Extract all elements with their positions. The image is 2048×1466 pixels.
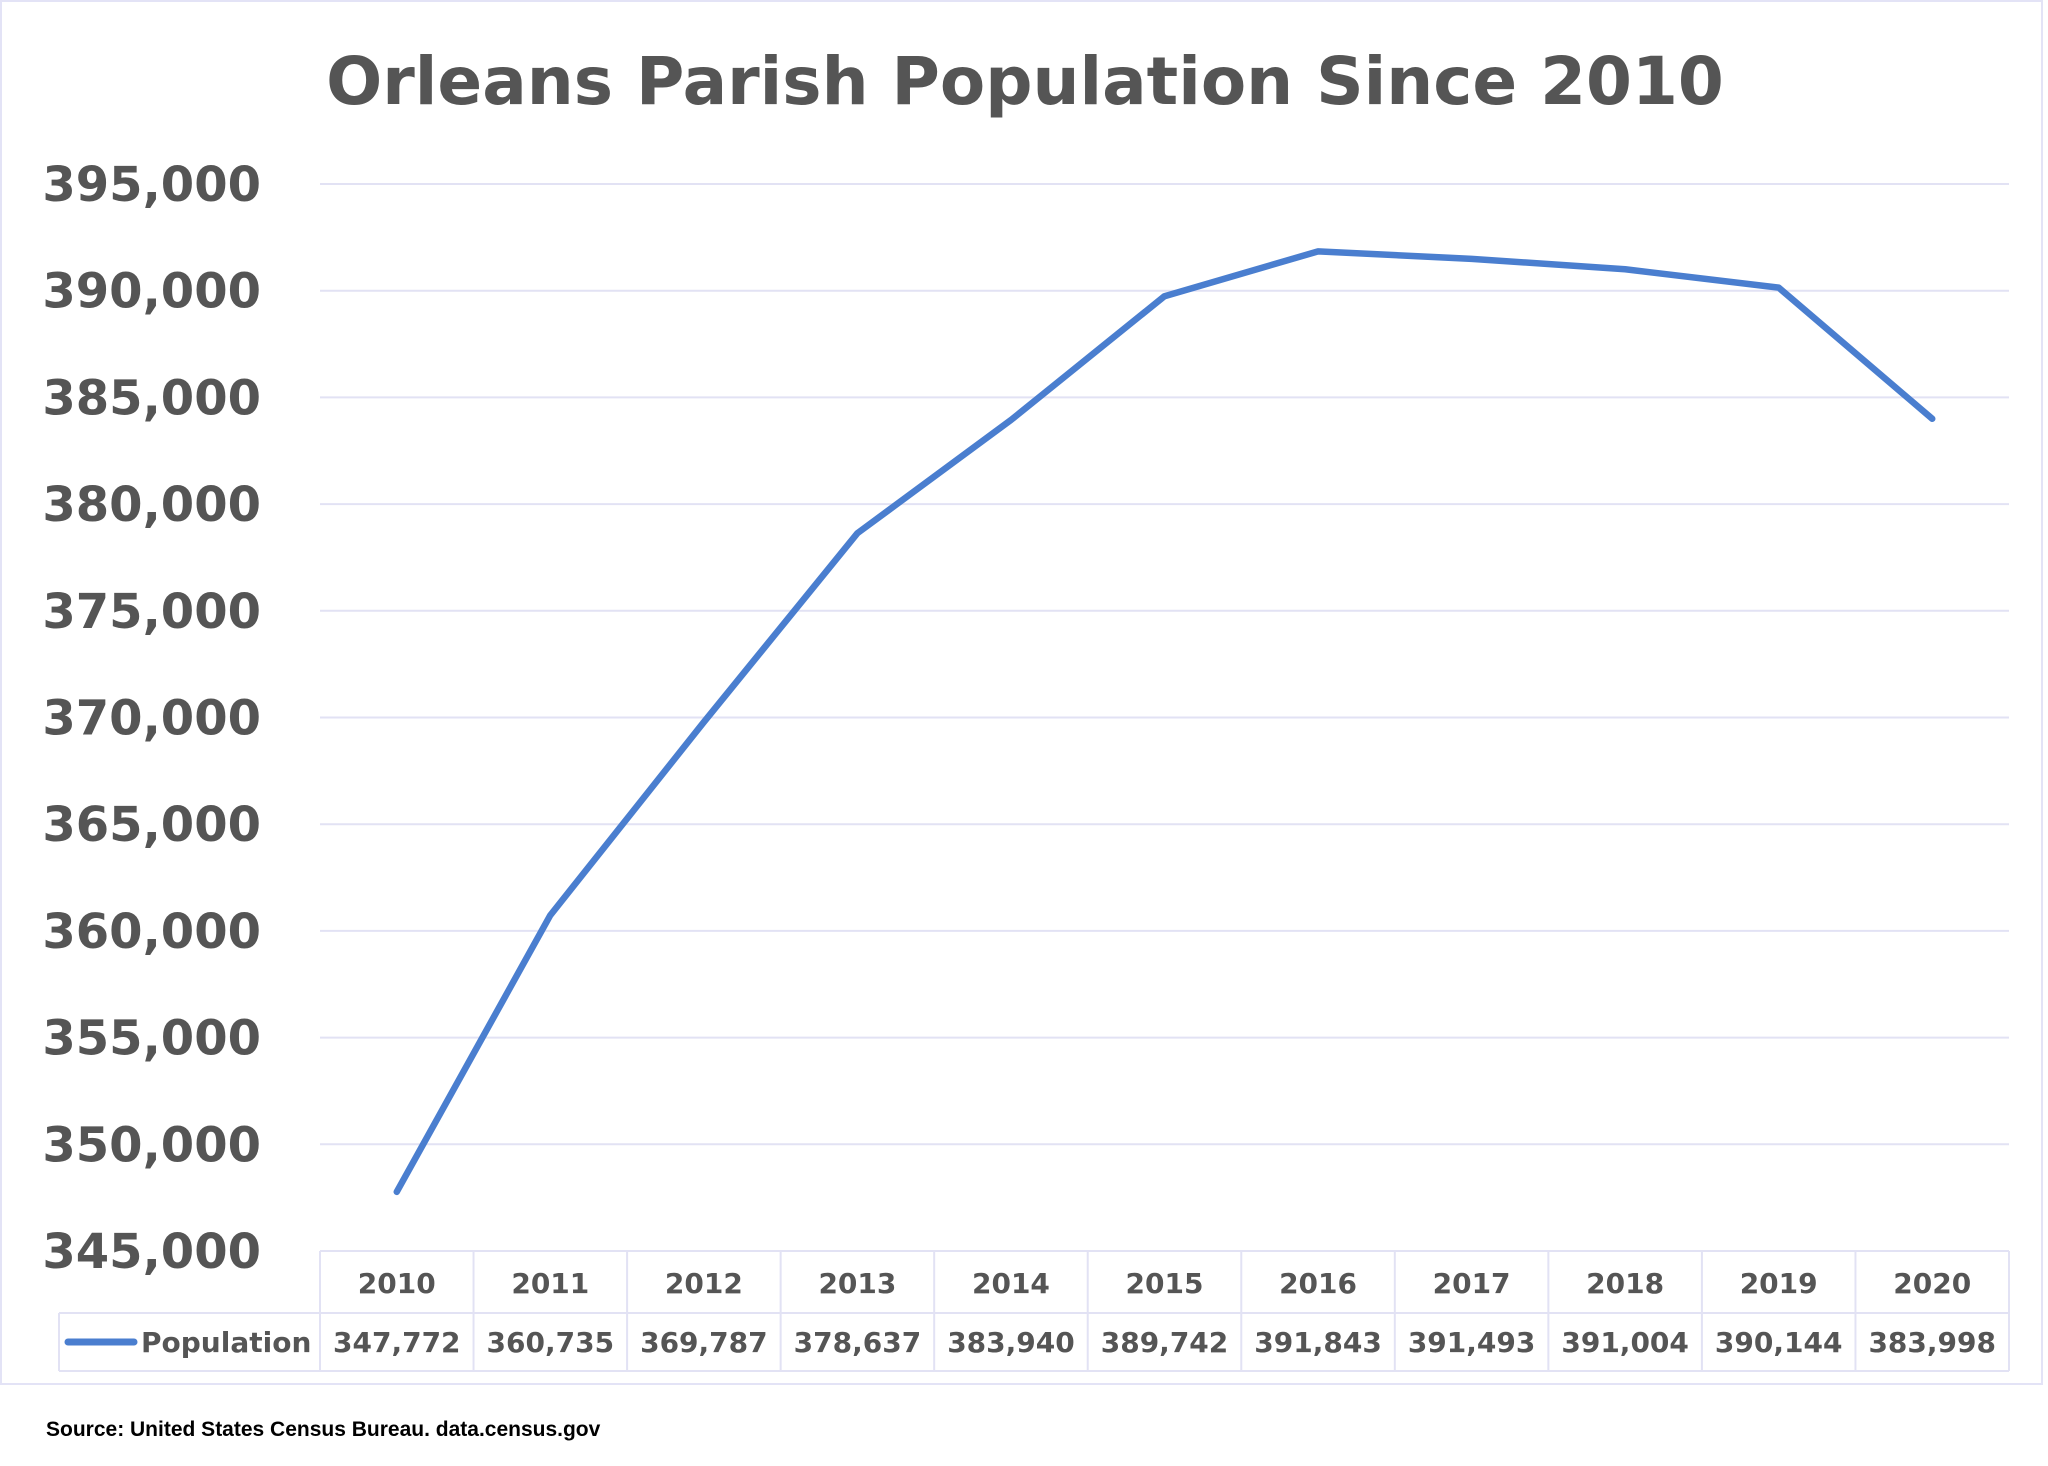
data-value-label: 360,735 (487, 1326, 615, 1359)
data-value-label: 378,637 (794, 1326, 922, 1359)
data-value-label: 391,004 (1561, 1326, 1689, 1359)
x-category-label: 2013 (818, 1267, 896, 1300)
y-tick-label: 390,000 (42, 264, 261, 320)
y-tick-label: 385,000 (42, 370, 261, 426)
chart-frame (0, 0, 2043, 1385)
x-category-label: 2012 (665, 1267, 743, 1300)
data-table: 2010 2011 2012 2013 2014 2015 2016 2017 2018 2019… (58, 1250, 2010, 1372)
data-value-label: 383,998 (1868, 1326, 1996, 1359)
chart-title: Orleans Parish Population Since 2010 (326, 43, 1724, 120)
x-category-label: 2019 (1740, 1267, 1818, 1300)
y-tick-label: 375,000 (42, 584, 261, 640)
x-category-label: 2018 (1586, 1267, 1664, 1300)
legend-label: Population (141, 1326, 311, 1359)
source-note: Source: United States Census Bureau. dat… (46, 1418, 601, 1441)
x-category-label: 2014 (972, 1267, 1050, 1300)
series-line (393, 248, 1936, 1196)
x-category-label: 2016 (1279, 1267, 1357, 1300)
y-tick-label: 360,000 (42, 904, 261, 960)
y-tick-label: 345,000 (42, 1224, 261, 1280)
data-value-label: 369,787 (640, 1326, 768, 1359)
y-axis-ticks: 345,000 350,000 355,000 360,000 365,000 370,0… (42, 157, 261, 1280)
x-category-label: 2015 (1126, 1267, 1204, 1300)
y-tick-label: 365,000 (42, 797, 261, 853)
y-tick-label: 395,000 (42, 157, 261, 213)
data-value-label: 383,940 (947, 1326, 1075, 1359)
y-tick-label: 380,000 (42, 477, 261, 533)
x-category-label: 2017 (1433, 1267, 1511, 1300)
data-value-label: 347,772 (333, 1326, 461, 1359)
x-category-label: 2010 (358, 1267, 436, 1300)
series-population (393, 248, 1936, 1196)
y-tick-label: 370,000 (42, 691, 261, 747)
data-value-label: 391,843 (1254, 1326, 1382, 1359)
gridlines (320, 183, 2009, 1146)
data-value-label: 391,493 (1408, 1326, 1536, 1359)
x-category-label: 2020 (1893, 1267, 1971, 1300)
y-tick-label: 350,000 (42, 1117, 261, 1173)
y-tick-label: 355,000 (42, 1011, 261, 1067)
data-value-label: 390,144 (1715, 1326, 1843, 1359)
data-value-label: 389,742 (1101, 1326, 1229, 1359)
x-category-label: 2011 (511, 1267, 589, 1300)
